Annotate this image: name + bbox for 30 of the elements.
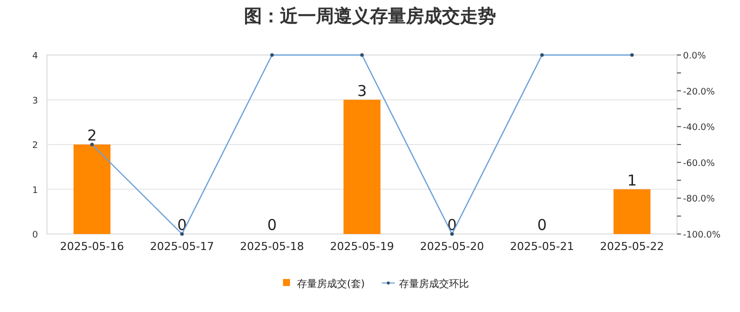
x-tick-label: 2025-05-17: [150, 240, 214, 253]
x-tick-label: 2025-05-19: [330, 240, 394, 253]
data-label: 0: [537, 216, 547, 234]
data-label: 0: [267, 216, 277, 234]
x-tick-label: 2025-05-16: [60, 240, 124, 253]
data-label: 0: [177, 216, 187, 234]
data-label: 3: [357, 82, 367, 100]
y2-tick-label: -40.0%: [683, 123, 716, 134]
bar: [74, 144, 110, 234]
y2-tick-label: -20.0%: [683, 87, 716, 98]
data-label: 2: [87, 126, 97, 144]
y-tick-label: 0: [32, 230, 38, 240]
y-tick-label: 2: [32, 141, 38, 151]
chart-title: 图：近一周遵义存量房成交走势: [244, 6, 496, 27]
legend-label: 存量房成交环比: [398, 278, 469, 290]
y2-tick-label: 0.0%: [683, 52, 706, 62]
bar: [614, 189, 650, 234]
x-tick-label: 2025-05-22: [600, 240, 664, 253]
y-tick-label: 3: [32, 96, 38, 106]
y2-tick-label: -80.0%: [683, 194, 716, 205]
y-tick-label: 1: [32, 186, 38, 196]
data-label: 1: [627, 171, 637, 190]
y2-tick-label: -100.0%: [683, 230, 722, 240]
x-tick-label: 2025-05-18: [240, 240, 304, 253]
bar: [344, 100, 380, 234]
y-tick-label: 4: [32, 52, 38, 62]
legend-label: 存量房成交(套): [297, 278, 365, 290]
y2-tick-label: -60.0%: [683, 158, 716, 169]
x-tick-label: 2025-05-21: [510, 240, 574, 253]
x-tick-label: 2025-05-20: [420, 240, 484, 253]
